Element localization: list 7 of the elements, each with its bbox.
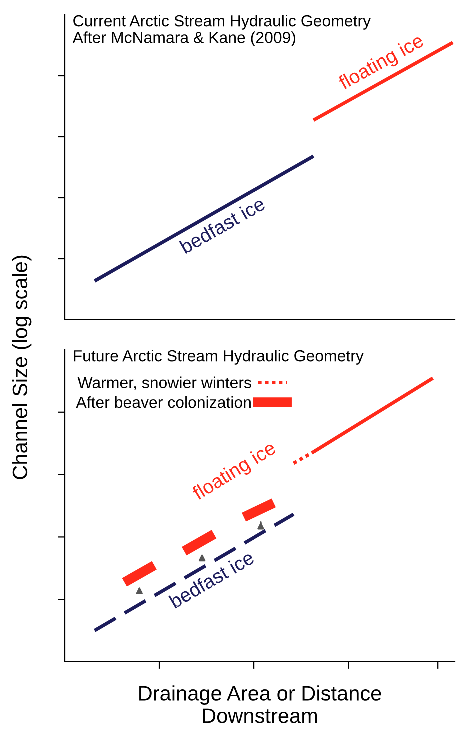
x-axis-title: Drainage Area or Distance Downstream xyxy=(140,686,382,724)
y-axis-title: Channel Size (log scale) xyxy=(12,256,32,480)
chart-title: Future Arctic Stream Hydraulic Geometry xyxy=(74,350,364,365)
chart-title: Current Arctic Stream Hydraulic Geometry xyxy=(74,15,372,30)
legend-label: Warmer, snowier winters xyxy=(78,376,252,390)
chart-subtitle: After McNamara & Kane (2009) xyxy=(72,32,296,47)
legend-label: After beaver colonization xyxy=(76,396,251,408)
